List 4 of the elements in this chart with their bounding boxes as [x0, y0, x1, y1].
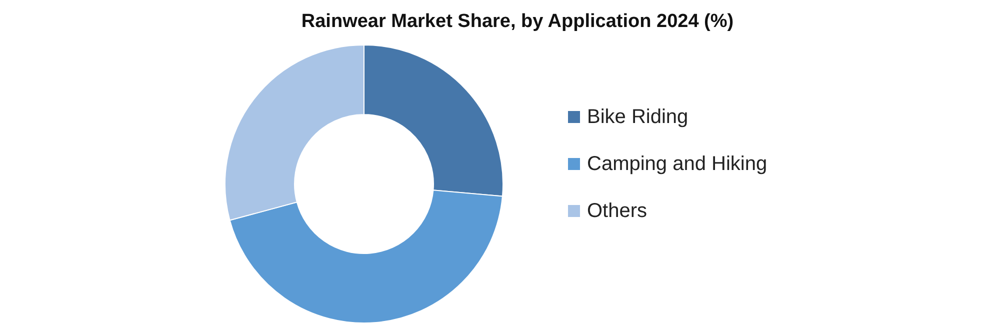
legend-label: Others	[587, 200, 648, 222]
chart-title: Rainwear Market Share, by Application 2024 (%)	[301, 11, 734, 32]
legend-label: Bike Riding	[587, 106, 688, 128]
legend-label: Camping and Hiking	[587, 153, 768, 175]
